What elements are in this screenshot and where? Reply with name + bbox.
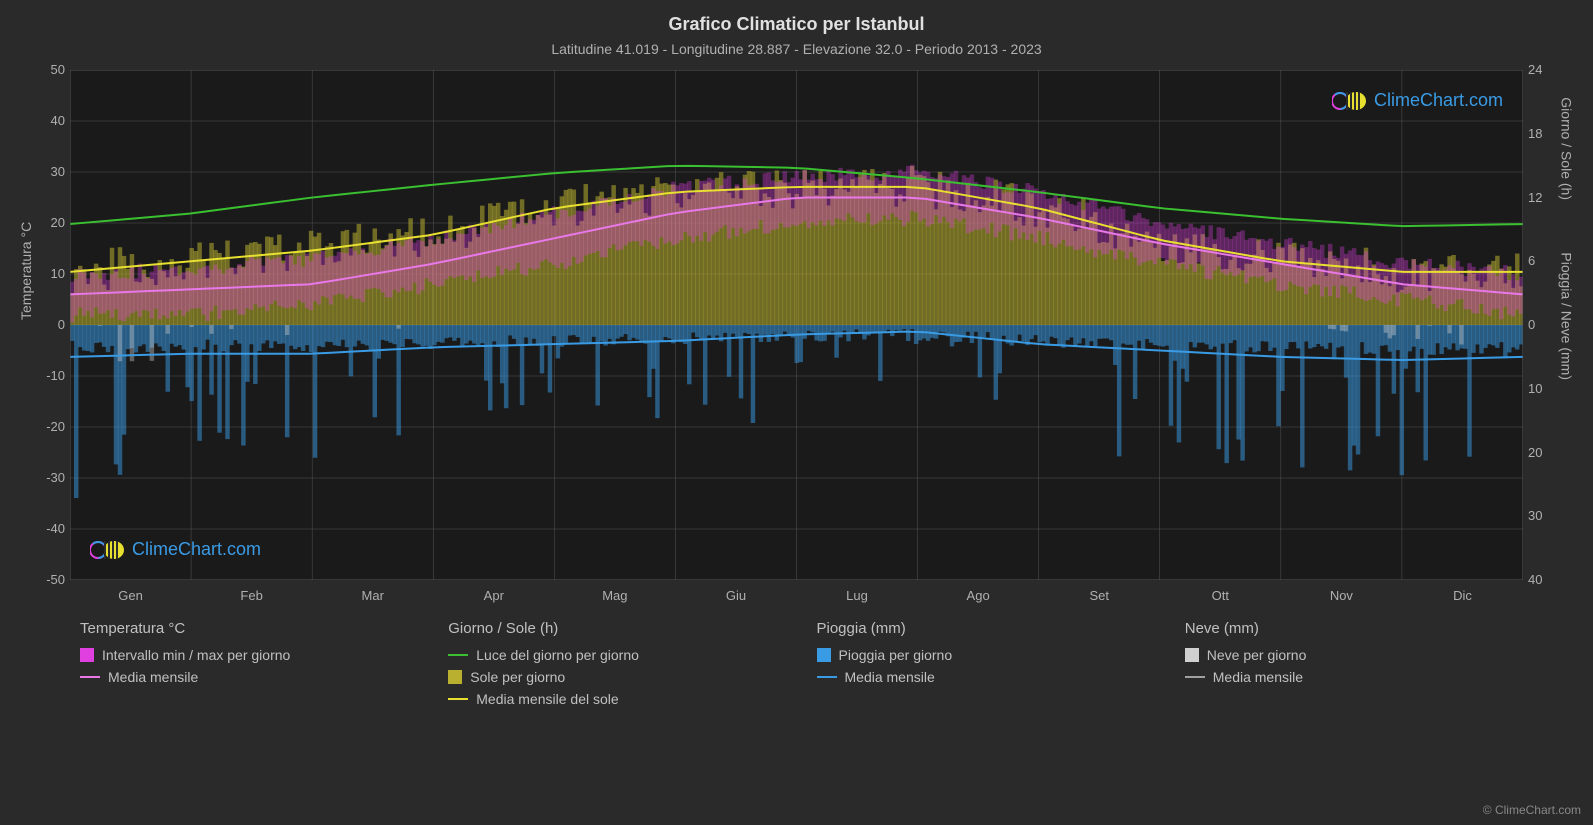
legend: Temperatura °C Intervallo min / max per … [80, 620, 1513, 713]
logo-icon [1332, 91, 1368, 111]
x-tick-month: Dic [1453, 588, 1472, 603]
chart-subtitle: Latitudine 41.019 - Longitudine 28.887 -… [0, 35, 1593, 57]
watermark-top: ClimeChart.com [1332, 90, 1503, 111]
legend-swatch [448, 698, 468, 700]
legend-swatch [1185, 676, 1205, 678]
x-tick-month: Lug [846, 588, 868, 603]
x-tick-month: Ott [1212, 588, 1229, 603]
y-tick-left: -10 [40, 368, 65, 383]
legend-item: Media mensile del sole [448, 691, 776, 707]
y-tick-left: -50 [40, 572, 65, 587]
legend-col-temp: Temperatura °C Intervallo min / max per … [80, 620, 408, 713]
x-tick-month: Ago [967, 588, 990, 603]
y-tick-left: 30 [40, 164, 65, 179]
watermark-text: ClimeChart.com [1374, 90, 1503, 111]
y-tick-right-top: 6 [1528, 253, 1553, 268]
legend-item: Neve per giorno [1185, 647, 1513, 663]
y-axis-right-top-label: Giorno / Sole (h) [1559, 97, 1575, 200]
y-tick-right-top: 24 [1528, 62, 1553, 77]
y-tick-left: -40 [40, 521, 65, 536]
y-tick-right-bottom: 40 [1528, 572, 1553, 587]
y-tick-left: 50 [40, 62, 65, 77]
y-tick-right-bottom: 30 [1528, 508, 1553, 523]
legend-item: Media mensile [80, 669, 408, 685]
y-tick-right-top: 0 [1528, 317, 1553, 332]
y-tick-left: 20 [40, 215, 65, 230]
x-tick-month: Nov [1330, 588, 1353, 603]
legend-item: Media mensile [1185, 669, 1513, 685]
watermark-text: ClimeChart.com [132, 539, 261, 560]
climate-chart: Grafico Climatico per Istanbul Latitudin… [0, 0, 1593, 825]
copyright: © ClimeChart.com [1483, 803, 1581, 817]
legend-swatch [80, 676, 100, 678]
legend-title: Pioggia (mm) [817, 620, 1145, 637]
y-tick-left: -30 [40, 470, 65, 485]
legend-swatch [80, 648, 94, 662]
watermark-bottom: ClimeChart.com [90, 539, 261, 560]
y-tick-right-top: 18 [1528, 126, 1553, 141]
y-axis-right-bottom-label: Pioggia / Neve (mm) [1559, 252, 1575, 380]
legend-swatch [448, 654, 468, 656]
x-tick-month: Gen [118, 588, 143, 603]
y-tick-right-bottom: 20 [1528, 445, 1553, 460]
legend-label: Pioggia per giorno [839, 647, 953, 663]
y-axis-left-label: Temperatura °C [18, 222, 34, 320]
x-tick-month: Mag [602, 588, 627, 603]
chart-title: Grafico Climatico per Istanbul [0, 0, 1593, 35]
y-tick-right-bottom: 10 [1528, 381, 1553, 396]
legend-swatch [817, 676, 837, 678]
x-tick-month: Giu [726, 588, 746, 603]
legend-col-rain: Pioggia (mm) Pioggia per giorno Media men… [817, 620, 1145, 713]
legend-col-snow: Neve (mm) Neve per giorno Media mensile [1185, 620, 1513, 713]
legend-swatch [1185, 648, 1199, 662]
y-tick-right-top: 12 [1528, 190, 1553, 205]
logo-icon [90, 540, 126, 560]
legend-item: Intervallo min / max per giorno [80, 647, 408, 663]
legend-label: Media mensile [845, 669, 935, 685]
legend-title: Temperatura °C [80, 620, 408, 637]
legend-label: Luce del giorno per giorno [476, 647, 639, 663]
x-tick-month: Mar [362, 588, 384, 603]
legend-title: Giorno / Sole (h) [448, 620, 776, 637]
legend-label: Neve per giorno [1207, 647, 1307, 663]
legend-label: Sole per giorno [470, 669, 565, 685]
legend-item: Media mensile [817, 669, 1145, 685]
legend-item: Luce del giorno per giorno [448, 647, 776, 663]
legend-item: Pioggia per giorno [817, 647, 1145, 663]
legend-label: Intervallo min / max per giorno [102, 647, 290, 663]
legend-swatch [448, 670, 462, 684]
legend-swatch [817, 648, 831, 662]
legend-col-day: Giorno / Sole (h) Luce del giorno per gi… [448, 620, 776, 713]
y-tick-left: 40 [40, 113, 65, 128]
plot-area: ClimeChart.com ClimeChart.com [70, 70, 1523, 580]
y-tick-left: 0 [40, 317, 65, 332]
legend-item: Sole per giorno [448, 669, 776, 685]
legend-label: Media mensile del sole [476, 691, 618, 707]
y-tick-left: -20 [40, 419, 65, 434]
plot-svg [70, 70, 1523, 580]
legend-label: Media mensile [108, 669, 198, 685]
legend-label: Media mensile [1213, 669, 1303, 685]
legend-title: Neve (mm) [1185, 620, 1513, 637]
x-tick-month: Set [1089, 588, 1109, 603]
x-tick-month: Feb [240, 588, 262, 603]
x-tick-month: Apr [484, 588, 504, 603]
y-tick-left: 10 [40, 266, 65, 281]
